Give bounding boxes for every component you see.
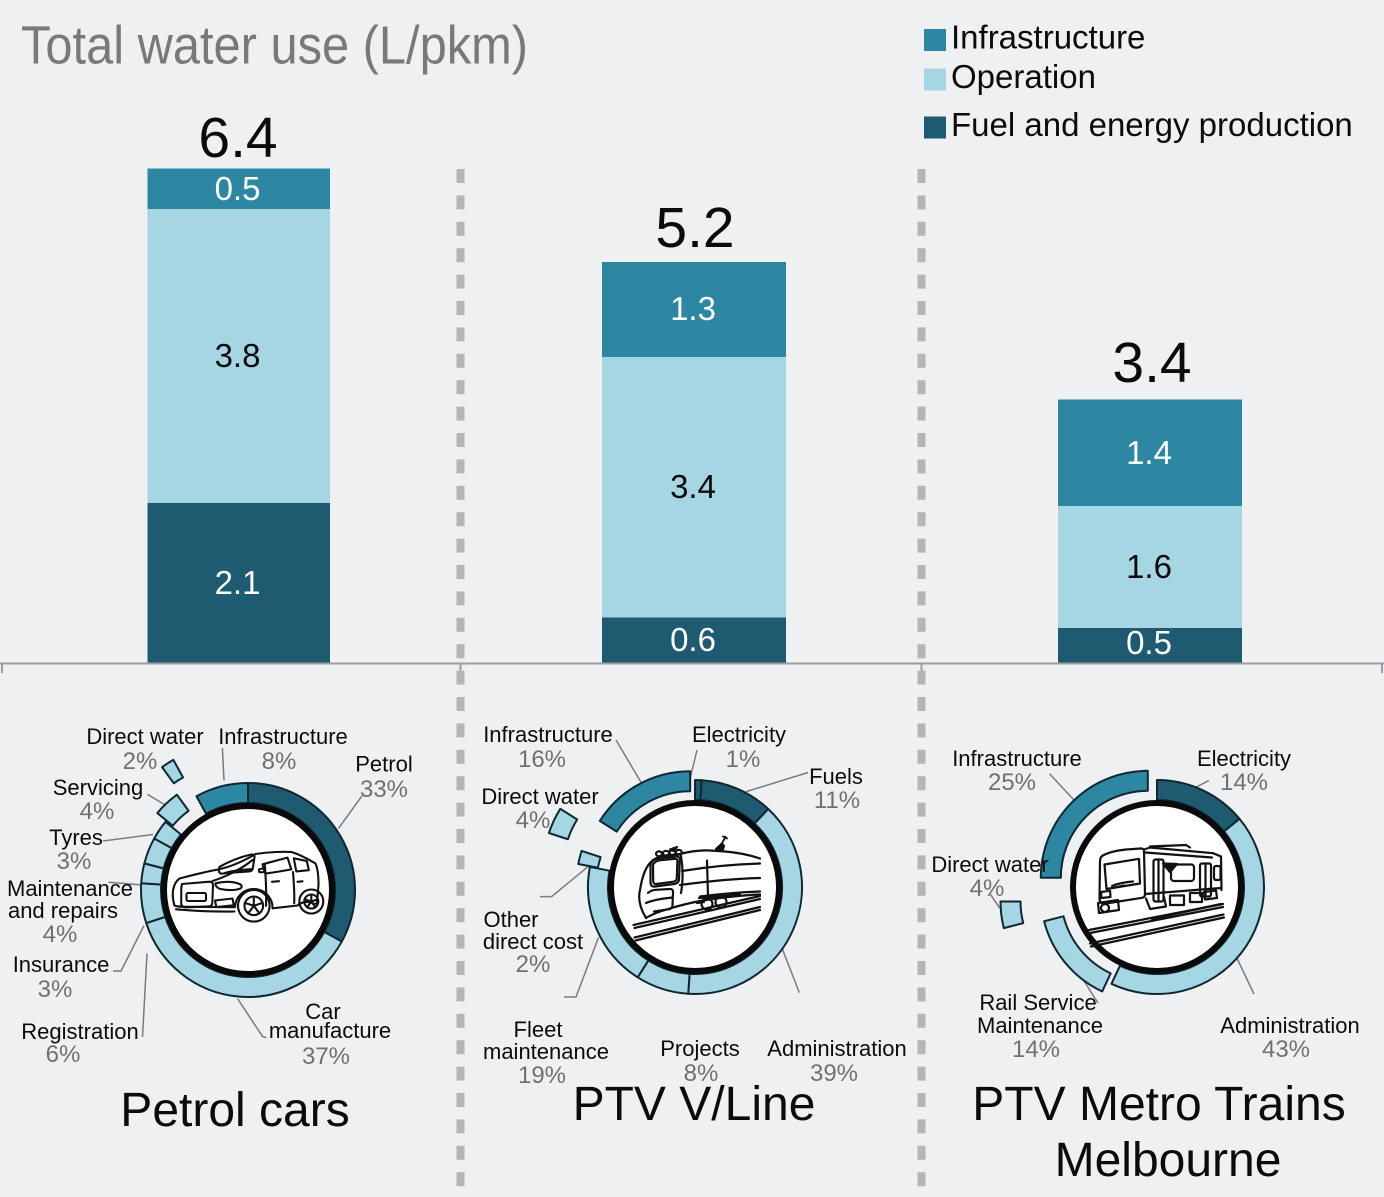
svg-text:3.4: 3.4 (1112, 331, 1191, 395)
svg-text:37%: 37% (302, 1043, 350, 1070)
svg-text:3%: 3% (38, 976, 73, 1003)
svg-text:6%: 6% (46, 1041, 81, 1068)
svg-text:Car: Car (305, 999, 340, 1024)
svg-text:maintenance: maintenance (483, 1039, 609, 1064)
svg-text:Direct water: Direct water (481, 784, 598, 809)
svg-text:1.3: 1.3 (670, 290, 716, 327)
svg-text:manufacture: manufacture (269, 1018, 391, 1043)
svg-text:Maintenance: Maintenance (7, 876, 133, 901)
svg-text:Tyres: Tyres (49, 825, 103, 850)
svg-text:0.5: 0.5 (1126, 624, 1172, 661)
svg-text:Infrastructure: Infrastructure (952, 746, 1082, 771)
svg-text:Direct water: Direct water (931, 852, 1048, 877)
svg-text:Projects: Projects (660, 1036, 739, 1061)
svg-text:Direct water: Direct water (86, 724, 203, 749)
svg-text:19%: 19% (518, 1062, 566, 1089)
svg-text:3%: 3% (57, 848, 92, 875)
svg-text:3.4: 3.4 (670, 468, 716, 505)
svg-text:Other: Other (483, 907, 538, 932)
svg-text:39%: 39% (810, 1060, 858, 1087)
svg-text:1.4: 1.4 (1126, 434, 1172, 471)
svg-text:PTV Metro Trains: PTV Metro Trains (972, 1078, 1345, 1131)
svg-text:4%: 4% (970, 875, 1005, 902)
svg-text:Fleet: Fleet (514, 1017, 563, 1042)
svg-text:Maintenance: Maintenance (977, 1013, 1103, 1038)
svg-text:Petrol cars: Petrol cars (120, 1084, 349, 1137)
svg-text:43%: 43% (1262, 1036, 1310, 1063)
svg-text:Fuel and energy production: Fuel and energy production (951, 106, 1353, 143)
svg-text:0.5: 0.5 (215, 170, 261, 207)
svg-text:0.6: 0.6 (670, 621, 716, 658)
svg-text:2%: 2% (516, 951, 551, 978)
svg-text:Servicing: Servicing (53, 775, 143, 800)
svg-text:4%: 4% (516, 807, 551, 834)
svg-text:Rail Service: Rail Service (979, 990, 1096, 1015)
svg-text:4%: 4% (80, 798, 115, 825)
svg-text:2.1: 2.1 (215, 564, 261, 601)
svg-text:1%: 1% (726, 746, 761, 773)
svg-text:Insurance: Insurance (13, 952, 110, 977)
svg-text:4%: 4% (43, 921, 78, 948)
svg-text:25%: 25% (988, 769, 1036, 796)
svg-text:Administration: Administration (767, 1036, 906, 1061)
svg-text:33%: 33% (360, 776, 408, 803)
svg-text:Fuels: Fuels (809, 764, 863, 789)
svg-text:Infrastructure: Infrastructure (951, 19, 1145, 56)
svg-text:Operation: Operation (951, 58, 1096, 95)
svg-text:8%: 8% (684, 1060, 719, 1087)
svg-text:16%: 16% (518, 746, 566, 773)
svg-text:Melbourne: Melbourne (1055, 1134, 1282, 1187)
svg-text:Infrastructure: Infrastructure (483, 722, 613, 747)
svg-text:Registration: Registration (21, 1019, 138, 1044)
svg-text:14%: 14% (1220, 769, 1268, 796)
svg-text:Total water use (L/pkm): Total water use (L/pkm) (21, 16, 528, 76)
svg-text:2%: 2% (123, 748, 158, 775)
svg-text:Electricity: Electricity (692, 722, 786, 747)
svg-text:6.4: 6.4 (198, 106, 277, 170)
svg-text:and repairs: and repairs (8, 898, 118, 923)
svg-text:14%: 14% (1012, 1036, 1060, 1063)
svg-text:8%: 8% (262, 748, 297, 775)
svg-text:Infrastructure: Infrastructure (218, 724, 348, 749)
svg-text:1.6: 1.6 (1126, 548, 1172, 585)
svg-text:direct cost: direct cost (483, 929, 583, 954)
svg-text:3.8: 3.8 (215, 337, 261, 374)
svg-text:Petrol: Petrol (355, 752, 412, 777)
svg-text:Administration: Administration (1220, 1013, 1359, 1038)
svg-text:Electricity: Electricity (1197, 746, 1291, 771)
svg-text:11%: 11% (814, 787, 860, 814)
svg-text:5.2: 5.2 (655, 196, 734, 260)
svg-text:PTV V/Line: PTV V/Line (573, 1078, 816, 1131)
